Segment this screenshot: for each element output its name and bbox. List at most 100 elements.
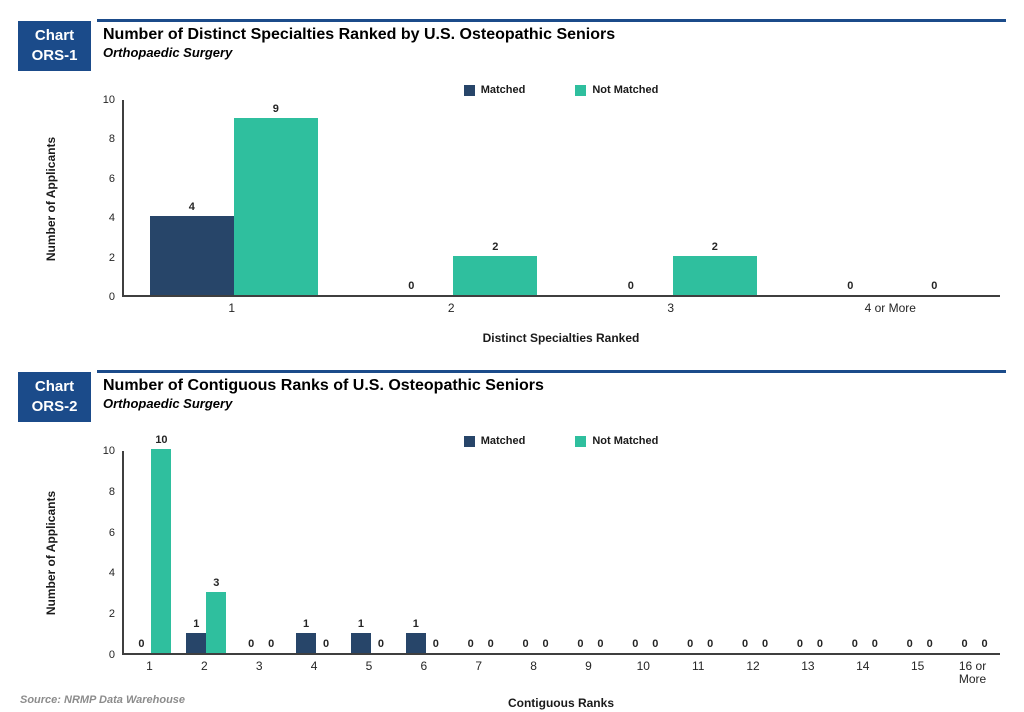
chart-header: Chart ORS-2 Number of Contiguous Ranks o… (18, 370, 1006, 422)
bar-slot: 0 (316, 451, 336, 653)
x-tick-label: 7 (475, 659, 483, 673)
chart-ors-1: Chart ORS-1 Number of Distinct Specialti… (18, 19, 1006, 347)
value-label: 4 (188, 201, 195, 214)
x-tick-label: 6 (420, 659, 428, 673)
bar-slot: 0 (892, 100, 976, 295)
value-label: 2 (711, 240, 718, 253)
value-label: 0 (597, 638, 604, 650)
y-tick-label: 2 (108, 251, 115, 264)
x-tick-label: 10 (636, 659, 650, 673)
y-axis-title: Number of Applicants (44, 490, 59, 616)
chart-title: Number of Distinct Specialties Ranked by… (103, 26, 616, 43)
chart-title: Number of Contiguous Ranks of U.S. Osteo… (103, 377, 544, 394)
bar-slot: 1 (296, 451, 317, 653)
chart-badge: Chart ORS-2 (18, 372, 91, 422)
bar-slot: 0 (865, 451, 885, 653)
y-tick-label: 0 (108, 649, 115, 661)
bar-slot: 0 (808, 100, 892, 295)
y-axis-ticks: 0 2 4 6 8 10 (84, 445, 122, 661)
legend-item-matched: Matched (463, 435, 526, 447)
value-label: 0 (432, 638, 439, 650)
x-tick-label: 4 (310, 659, 318, 673)
value-label: 0 (871, 638, 878, 650)
value-label: 0 (906, 638, 913, 650)
y-tick-label: 8 (108, 485, 115, 498)
chart-subtitle: Orthopaedic Surgery (103, 396, 233, 411)
not-matched-swatch-icon (575, 84, 587, 96)
value-label: 0 (926, 638, 933, 650)
value-label: 0 (408, 280, 415, 292)
bar-slot: 0 (241, 451, 261, 653)
x-axis-ticks: 1 2 3 4 or More (122, 297, 1000, 319)
bar-slot: 0 (371, 451, 391, 653)
value-label: 0 (981, 638, 988, 650)
bar-slot: 0 (700, 451, 720, 653)
y-tick-label: 4 (108, 212, 115, 225)
bar-slot: 2 (672, 100, 757, 295)
x-axis-title-row: Distinct Specialties Ranked (122, 329, 1000, 347)
bar-matched (296, 632, 317, 653)
legend-label: Not Matched (592, 435, 659, 447)
value-label: 1 (193, 617, 200, 630)
bar-matched (149, 216, 234, 295)
value-label: 0 (796, 638, 803, 650)
x-tick-label: 15 (911, 659, 925, 673)
value-label: 0 (847, 280, 854, 292)
bar-slot: 0 (625, 451, 645, 653)
value-label: 1 (303, 617, 310, 630)
value-label: 1 (412, 617, 419, 630)
value-label: 0 (652, 638, 659, 650)
x-axis-ticks: 1 2 3 4 5 6 7 8 9 10 11 12 13 14 15 16 or More (122, 655, 1000, 687)
value-label: 0 (632, 638, 639, 650)
bar-slot: 0 (755, 451, 775, 653)
x-tick-label: 2 (447, 301, 455, 315)
bar-slot: 0 (900, 451, 920, 653)
value-label: 0 (851, 638, 858, 650)
bar-slot: 4 (149, 100, 234, 295)
y-tick-label: 10 (102, 445, 115, 457)
source-note: Source: NRMP Data Warehouse (20, 694, 186, 706)
value-label: 1 (357, 617, 364, 630)
legend-item-not-matched: Not Matched (575, 84, 658, 96)
y-tick-label: 4 (108, 567, 115, 580)
value-label: 9 (272, 102, 279, 115)
y-tick-label: 10 (102, 94, 115, 106)
x-tick-label: 12 (746, 659, 760, 673)
y-tick-label: 6 (108, 526, 115, 539)
x-tick-label: 1 (146, 659, 153, 673)
bar-not-matched (233, 117, 318, 295)
bar-slot: 0 (735, 451, 755, 653)
value-label: 0 (707, 638, 714, 650)
bar-slot: 0 (975, 451, 995, 653)
value-label: 2 (492, 240, 499, 253)
value-label: 0 (627, 280, 634, 292)
bar-slot: 3 (206, 451, 227, 653)
bar-matched (186, 632, 207, 653)
legend: Matched Not Matched (122, 433, 1000, 449)
bar-slot: 1 (186, 451, 207, 653)
value-label: 0 (487, 638, 494, 650)
value-label: 0 (931, 280, 938, 292)
value-label: 0 (687, 638, 694, 650)
bar-slot: 0 (680, 451, 700, 653)
x-axis-title-row: Contiguous Ranks (122, 694, 1000, 712)
bar-slot: 0 (536, 451, 556, 653)
value-label: 3 (213, 576, 220, 589)
bar-slot: 0 (426, 451, 446, 653)
y-tick-label: 8 (108, 133, 115, 146)
x-tick-label: 13 (801, 659, 815, 673)
legend-label: Matched (480, 435, 526, 447)
bar-slot: 0 (790, 451, 810, 653)
value-label: 0 (323, 638, 330, 650)
x-tick-label: 4 or More (864, 301, 916, 315)
legend-label: Matched (480, 84, 526, 96)
x-tick-label: 14 (856, 659, 870, 673)
x-tick-label: 16 or More (958, 659, 987, 687)
